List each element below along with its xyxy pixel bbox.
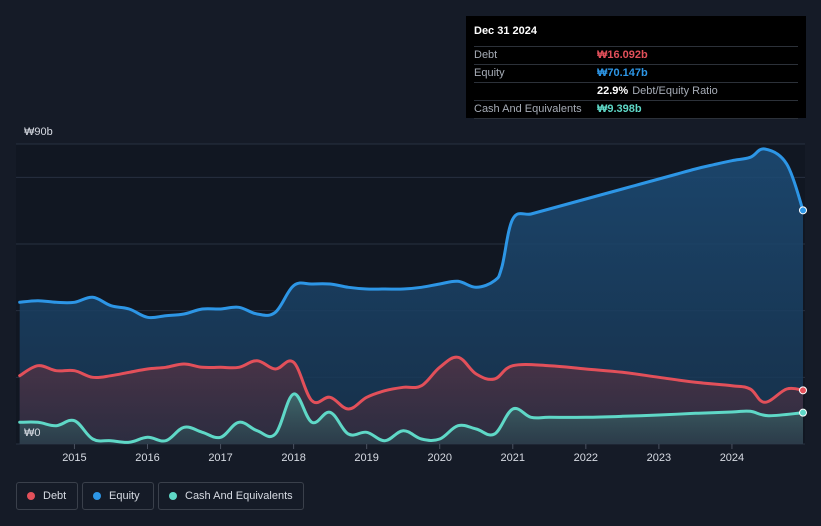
end-markers [799,206,807,417]
tooltip-ratio-label: Debt/Equity Ratio [632,85,718,97]
x-tick-label: 2020 [427,452,451,464]
legend-equity[interactable]: Equity [82,482,154,510]
x-tick-label: 2022 [574,452,598,464]
x-tick-label: 2024 [720,452,744,464]
x-tick-label: 2015 [62,452,86,464]
debt-dot-icon [27,492,35,500]
x-tick-label: 2021 [501,452,525,464]
tooltip-debt-value: ₩16.092b [597,49,648,61]
series-lines [18,147,805,444]
tooltip-row-cash: Cash And Equivalents ₩9.398b [474,101,798,119]
y-tick-label: ₩90b [24,126,53,138]
tooltip-row-equity: Equity ₩70.147b [474,65,798,83]
x-tick-label: 2017 [208,452,232,464]
cash-area [19,393,803,444]
tooltip-debt-label: Debt [474,49,498,61]
tooltip-row-ratio: 22.9% Debt/Equity Ratio [474,83,798,101]
cash-end-marker [799,408,807,417]
tooltip-ratio-value: 22.9% [597,85,629,97]
legend-debt-label: Debt [43,490,67,502]
tooltip-date: Dec 31 2024 [474,24,798,47]
tooltip-cash-value: ₩9.398b [597,103,642,115]
legend-cash-label: Cash And Equivalents [185,490,293,502]
legend-debt[interactable]: Debt [16,482,78,510]
data-tooltip: Dec 31 2024 Debt ₩16.092b Equity ₩70.147… [466,16,806,119]
x-tick-label: 2018 [281,452,305,464]
debt-end-marker [799,386,807,395]
x-tick-label: 2016 [135,452,159,464]
y-tick-label: ₩0 [24,427,41,439]
tooltip-cash-label: Cash And Equivalents [474,103,582,115]
cash-line [18,392,805,444]
equity-line [18,147,805,320]
axis-labels: ₩0 ₩90b 2015 2016 2017 2018 2019 2020 2021 2022 20… [24,126,744,464]
equity-end-marker [799,206,807,215]
cash-dot-icon [169,492,177,500]
tooltip-equity-label: Equity [474,67,505,79]
legend-cash[interactable]: Cash And Equivalents [158,482,304,510]
x-tick-label: 2019 [354,452,378,464]
debt-line [18,355,805,411]
legend-equity-label: Equity [109,490,140,502]
tooltip-row-debt: Debt ₩16.092b [474,47,798,65]
equity-dot-icon [93,492,101,500]
x-tick-label: 2023 [647,452,671,464]
tooltip-equity-value: ₩70.147b [597,67,648,79]
